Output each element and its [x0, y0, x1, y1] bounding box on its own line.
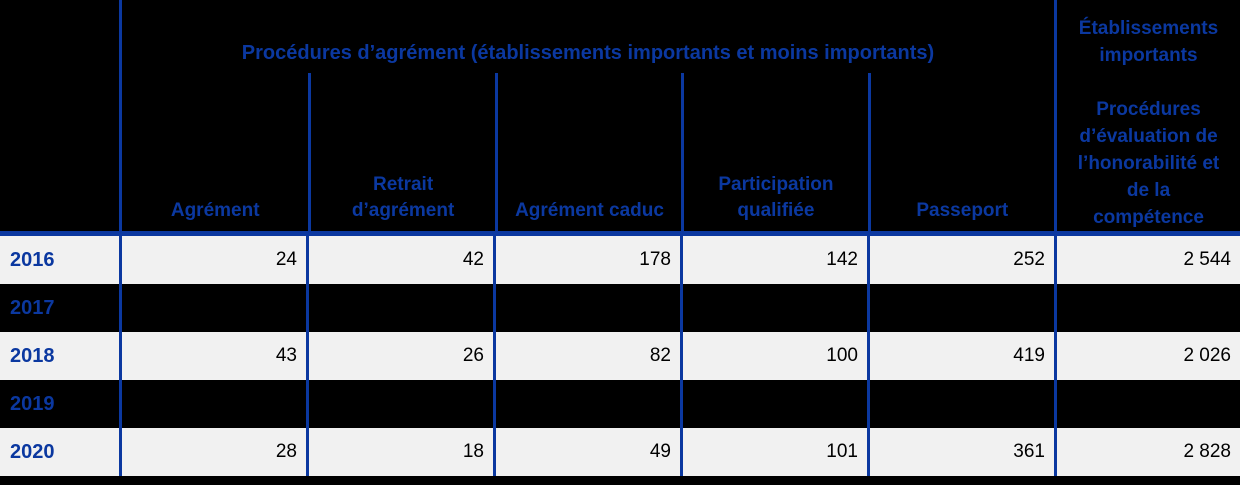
cell-evaluation-honorabilite: [1054, 284, 1240, 332]
cell-evaluation-honorabilite: 2 026: [1054, 332, 1240, 380]
column-header-retrait-agrement: Retrait d’agrément: [308, 73, 494, 231]
cell-agrement-caduc: [493, 284, 680, 332]
bottom-strip: [0, 476, 1240, 485]
row-year-label: 2017: [10, 296, 55, 319]
row-year-label: 2019: [10, 392, 55, 415]
table-row-2017-redacted: 2017: [0, 284, 1240, 332]
cell-evaluation-honorabilite: 2 828: [1054, 428, 1240, 476]
cell-retrait-agrement: 18: [306, 428, 493, 476]
cell-agrement: [119, 284, 306, 332]
cell-evaluation-honorabilite: [1054, 380, 1240, 428]
table-row-2019-redacted: 2019: [0, 380, 1240, 428]
cell-participation-qualifiee: 100: [680, 332, 867, 380]
row-year-label: 2020: [10, 440, 55, 463]
cell-agrement: 28: [119, 428, 306, 476]
cell-passeport: 419: [867, 332, 1054, 380]
column-header-passeport: Passeport: [867, 73, 1054, 231]
row-year-label: 2018: [10, 344, 55, 367]
column-header-participation-qualifiee: Participation qualifiée: [681, 73, 867, 231]
column-header-etablissements-importants: Établissements importants Procédures d’é…: [1054, 0, 1240, 231]
cell-agrement-caduc: 49: [493, 428, 680, 476]
cell-passeport: 252: [867, 236, 1054, 284]
cell-agrement: 43: [119, 332, 306, 380]
column-header-agrement-caduc: Agrément caduc: [494, 73, 681, 231]
table-row-2018: 2018 43 26 82 100 419 2 026: [0, 332, 1240, 380]
header-group-procedures: Procédures d’agrément (établissements im…: [119, 0, 1054, 231]
cell-passeport: 361: [867, 428, 1054, 476]
cell-participation-qualifiee: 142: [680, 236, 867, 284]
cell-evaluation-honorabilite: 2 544: [1054, 236, 1240, 284]
cell-agrement-caduc: [493, 380, 680, 428]
header-corner-cell: [0, 0, 119, 231]
table-row-2020: 2020 28 18 49 101 361 2 828: [0, 428, 1240, 476]
cell-participation-qualifiee: 101: [680, 428, 867, 476]
table-header: Procédures d’agrément (établissements im…: [0, 0, 1240, 231]
cell-agrement-caduc: 178: [493, 236, 680, 284]
column-header-agrement: Agrément: [170, 200, 260, 221]
cell-participation-qualifiee: [680, 380, 867, 428]
cell-participation-qualifiee: [680, 284, 867, 332]
header-separator-line: [0, 231, 1240, 236]
cell-retrait-agrement: 26: [306, 332, 493, 380]
cell-retrait-agrement: [306, 380, 493, 428]
cell-agrement: 24: [119, 236, 306, 284]
cell-agrement-caduc: 82: [493, 332, 680, 380]
cell-agrement: [119, 380, 306, 428]
group-title-procedures-agrement: Procédures d’agrément (établissements im…: [241, 42, 935, 64]
cell-retrait-agrement: 42: [306, 236, 493, 284]
table-row-2016: 2016 24 42 178 142 252 2 544: [0, 236, 1240, 284]
cell-retrait-agrement: [306, 284, 493, 332]
cell-passeport: [867, 284, 1054, 332]
row-year-label: 2016: [10, 248, 55, 271]
cell-passeport: [867, 380, 1054, 428]
subcolumn-headers: Agrément Retrait d’agrément Agrément cad…: [122, 73, 1054, 231]
